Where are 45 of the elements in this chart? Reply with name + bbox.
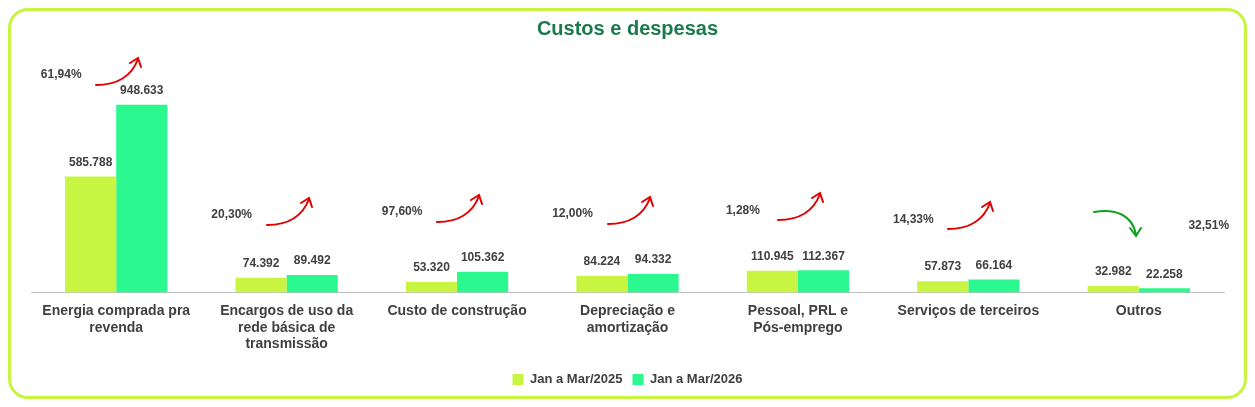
x-tick-label: Outros xyxy=(1115,301,1162,318)
data-label: 105.362 xyxy=(460,250,505,265)
data-label: 948.633 xyxy=(120,83,164,98)
data-label: 57.873 xyxy=(924,259,962,274)
data-label: 110.945 xyxy=(751,248,795,263)
annotation: 32,51% xyxy=(1188,218,1230,233)
data-label: 112.367 xyxy=(802,248,846,263)
bar xyxy=(286,274,338,293)
x-tick-label: Encargos de uso da rede básica de transmissão xyxy=(220,301,354,352)
legend-label: Jan a Mar/2025 xyxy=(530,371,623,387)
bar xyxy=(1087,286,1139,293)
bar xyxy=(968,279,1020,293)
bar xyxy=(116,104,168,293)
data-label: 32.982 xyxy=(1094,264,1132,279)
bar xyxy=(746,270,798,293)
data-label: 89.492 xyxy=(293,253,331,268)
data-label: 84.224 xyxy=(583,254,621,269)
x-tick-label: Pessoal, PRL e Pós-emprego xyxy=(747,301,849,335)
data-label: 74.392 xyxy=(242,256,280,271)
data-label: 22.258 xyxy=(1146,266,1184,281)
x-tick-label: Energia comprada pra revenda xyxy=(42,301,191,335)
annotation: 14,33% xyxy=(893,211,935,226)
x-tick-label: Depreciação e amortização xyxy=(580,301,676,335)
bar xyxy=(917,281,969,293)
annotation: 97,60% xyxy=(381,204,423,219)
x-tick-label: Serviços de terceiros xyxy=(897,301,1040,318)
annotation: 1,28% xyxy=(725,202,761,217)
data-label: 53.320 xyxy=(413,260,451,275)
data-label: 94.332 xyxy=(634,252,672,267)
annotation: 12,00% xyxy=(552,206,594,221)
x-tick-label: Custo de construção xyxy=(387,301,527,318)
bar xyxy=(576,275,628,293)
bar xyxy=(627,273,679,293)
chart-title: Custos e despesas xyxy=(535,16,720,41)
bar xyxy=(235,277,287,293)
data-label: 66.164 xyxy=(975,257,1013,272)
bar xyxy=(1138,288,1190,293)
text: 61,94% xyxy=(40,67,82,82)
legend-label: Jan a Mar/2026 xyxy=(650,371,743,387)
annotation: 20,30% xyxy=(211,207,253,222)
bar xyxy=(65,176,117,293)
bar xyxy=(797,270,850,293)
bar xyxy=(405,282,458,293)
data-label: 585.788 xyxy=(68,154,113,169)
bar xyxy=(457,271,509,293)
